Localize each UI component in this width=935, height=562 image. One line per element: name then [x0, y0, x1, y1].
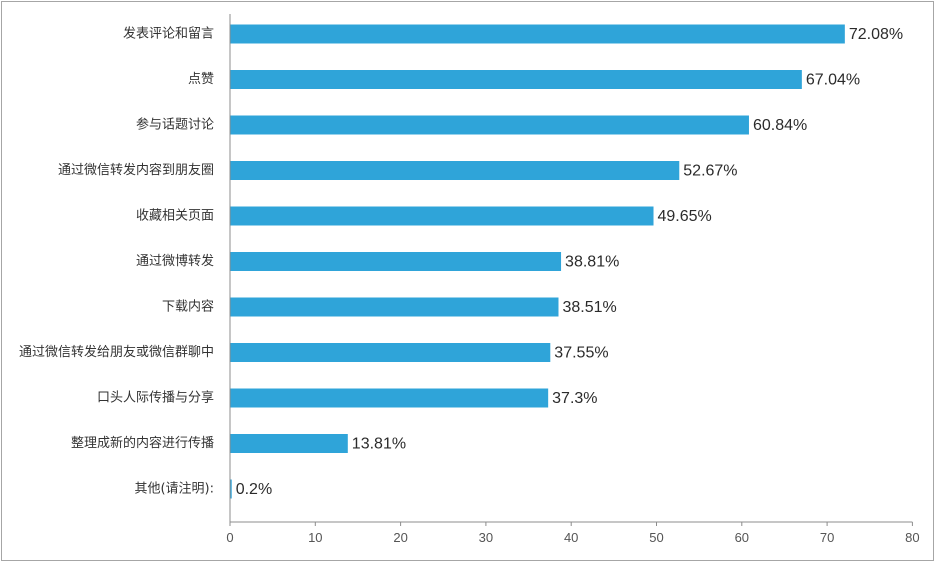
bars-layer: 发表评论和留言 72.08% 点赞 67.04% 参与话题讨论 60.84% 通过微信转发内… — [19, 24, 903, 499]
category-label: 整理成新的内容进行传播 — [71, 435, 214, 451]
bar — [230, 252, 562, 271]
bar — [230, 388, 549, 408]
bar-row: 通过微博转发 38.81% — [136, 252, 619, 271]
category-label: 其他(请注明): — [134, 482, 214, 497]
data-label: 49.65% — [658, 208, 712, 225]
category-label: 点赞 — [188, 72, 214, 87]
category-label: 参与话题讨论 — [136, 117, 214, 133]
bar — [230, 115, 749, 135]
data-label: 0.2% — [236, 481, 272, 498]
category-label: 通过微博转发 — [136, 253, 214, 269]
category-label: 通过微信转发内容到朋友圈 — [58, 162, 214, 178]
data-label: 38.81% — [565, 254, 619, 271]
bar — [230, 24, 845, 44]
x-tick-label: 40 — [564, 530, 578, 545]
bar — [230, 343, 551, 362]
x-tick-label: 0 — [226, 530, 233, 545]
bar-row: 通过微信转发给朋友或微信群聊中 37.55% — [19, 343, 609, 362]
category-label: 口头人际传播与分享 — [97, 390, 214, 406]
bar-row: 下载内容 38.51% — [162, 297, 617, 317]
data-label: 38.51% — [562, 299, 616, 316]
bar-row: 其他(请注明): 0.2% — [134, 479, 272, 499]
bar-row: 口头人际传播与分享 37.3% — [97, 388, 598, 408]
bar-row: 点赞 67.04% — [188, 70, 860, 89]
x-axis-ticks: 0 10 20 30 40 50 60 70 80 — [226, 522, 920, 545]
bar — [230, 206, 654, 226]
x-tick-label: 50 — [649, 530, 663, 545]
x-tick-label: 30 — [479, 530, 493, 545]
data-label: 60.84% — [753, 117, 807, 134]
category-label: 下载内容 — [162, 299, 214, 315]
data-label: 72.08% — [849, 26, 903, 43]
bar-row: 收藏相关页面 49.65% — [136, 206, 712, 226]
x-tick-label: 70 — [820, 530, 834, 545]
bar-row: 参与话题讨论 60.84% — [136, 115, 807, 135]
data-label: 67.04% — [806, 72, 860, 89]
bar-row: 整理成新的内容进行传播 13.81% — [71, 434, 406, 453]
bar-row: 通过微信转发内容到朋友圈 52.67% — [58, 161, 738, 180]
bar-row: 发表评论和留言 72.08% — [123, 24, 903, 44]
data-label: 37.3% — [552, 390, 597, 407]
bar — [230, 297, 559, 317]
x-tick-label: 20 — [393, 530, 407, 545]
category-label: 发表评论和留言 — [123, 26, 214, 42]
x-tick-label: 60 — [735, 530, 749, 545]
bar — [230, 70, 802, 89]
category-label: 收藏相关页面 — [136, 209, 214, 224]
category-label: 通过微信转发给朋友或微信群聊中 — [19, 344, 214, 360]
bar — [230, 479, 232, 499]
x-tick-label: 10 — [308, 530, 322, 545]
bar — [230, 434, 348, 453]
data-label: 52.67% — [683, 163, 737, 180]
data-label: 37.55% — [554, 345, 608, 362]
x-tick-label: 80 — [905, 530, 919, 545]
bar — [230, 161, 680, 180]
data-label: 13.81% — [352, 436, 406, 453]
